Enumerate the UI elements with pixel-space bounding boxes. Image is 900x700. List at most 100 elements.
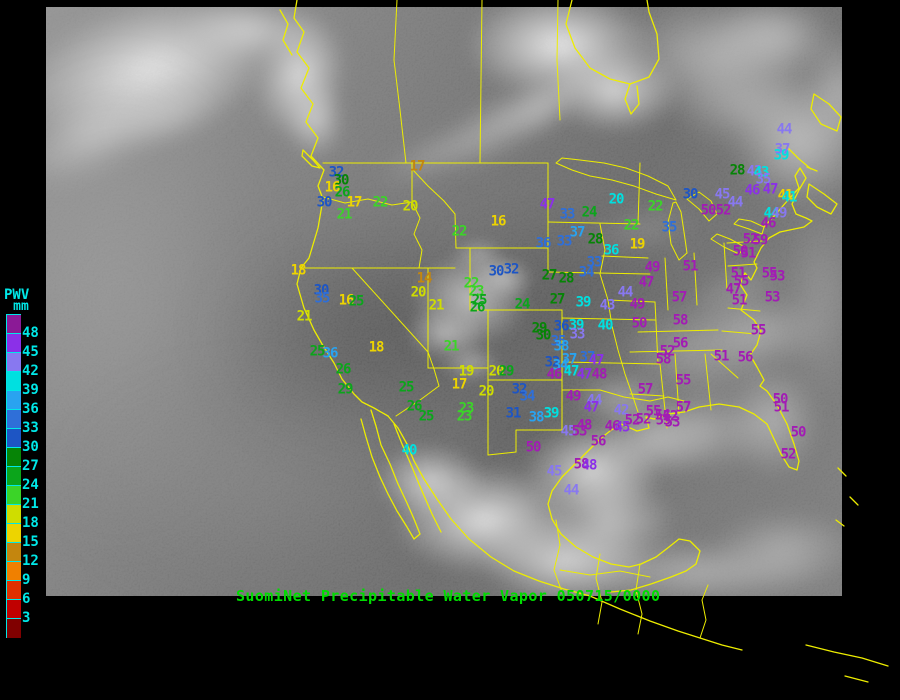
station-pwv-value: 18 xyxy=(368,339,385,356)
legend-swatch xyxy=(6,542,21,562)
station-pwv-value: 26 xyxy=(335,361,352,378)
station-pwv-value: 27 xyxy=(549,291,566,308)
station-pwv-value: 46 xyxy=(546,366,563,383)
station-pwv-value: 52 xyxy=(780,446,797,463)
station-pwv-value: 50 xyxy=(700,202,717,219)
station-pwv-value: 20 xyxy=(608,191,625,208)
station-pwv-value: 17 xyxy=(409,158,426,175)
legend-swatch xyxy=(6,523,21,543)
station-pwv-value: 48 xyxy=(591,366,608,383)
station-pwv-value: 28 xyxy=(587,231,604,248)
legend-label: 6 xyxy=(22,591,31,607)
station-pwv-value: 53 xyxy=(764,289,781,306)
station-pwv-value: 44 xyxy=(563,482,580,499)
pwv-legend: PWV mm 48 45 42 39 36 33 30 27 24 21 18 15 12 9 6 3 xyxy=(4,287,64,651)
station-pwv-value: 47 xyxy=(576,366,593,383)
station-pwv-value: 58 xyxy=(672,312,689,329)
station-pwv-value: 21 xyxy=(296,308,313,325)
station-pwv-value: 47 xyxy=(588,352,605,369)
station-pwv-value: 47 xyxy=(638,274,655,291)
station-pwv-value: 24 xyxy=(581,204,598,221)
station-pwv-value: 19 xyxy=(629,236,646,253)
station-pwv-value: 45 xyxy=(546,463,563,480)
station-pwv-value: 40 xyxy=(597,317,614,334)
station-pwv-value: 56 xyxy=(590,433,607,450)
station-pwv-value: 22 xyxy=(451,223,468,240)
station-pwv-value: 53 xyxy=(769,268,786,285)
station-pwv-value: 57 xyxy=(671,289,688,306)
station-pwv-value: 55 xyxy=(750,322,767,339)
station-pwv-value: 50 xyxy=(631,315,648,332)
station-pwv-value: 55 xyxy=(733,273,750,290)
station-pwv-value: 56 xyxy=(737,349,754,366)
station-pwv-value: 20 xyxy=(402,198,419,215)
station-pwv-value: 20 xyxy=(410,284,427,301)
station-pwv-value: 36 xyxy=(603,242,620,259)
station-pwv-value: 39 xyxy=(543,405,560,422)
station-pwv-value: 49 xyxy=(629,296,646,313)
station-pwv-value: 39 xyxy=(575,294,592,311)
legend-label: 24 xyxy=(22,477,39,493)
station-pwv-value: 31 xyxy=(505,405,522,422)
station-pwv-value: 26 xyxy=(469,299,486,316)
station-pwv-value: 53 xyxy=(664,414,681,431)
legend-label: 36 xyxy=(22,401,39,417)
station-pwv-value: 28 xyxy=(558,270,575,287)
station-pwv-value: 55 xyxy=(675,372,692,389)
station-pwv-value: 25 xyxy=(398,379,415,396)
station-pwv-value: 37 xyxy=(569,224,586,241)
station-pwv-value: 30 xyxy=(535,327,552,344)
legend-swatch xyxy=(6,314,21,334)
station-pwv-value: 47 xyxy=(539,196,556,213)
legend-swatch xyxy=(6,504,21,524)
station-pwv-value: 35 xyxy=(661,219,678,236)
station-pwv-value: 22 xyxy=(372,194,389,211)
station-pwv-value: 58 xyxy=(655,351,672,368)
station-pwv-value: 30 xyxy=(488,263,505,280)
station-pwv-value: 48 xyxy=(581,457,598,474)
station-pwv-value: 57 xyxy=(675,399,692,416)
legend-label: 15 xyxy=(22,534,39,550)
legend-label: 9 xyxy=(22,572,31,588)
station-pwv-value: 23 xyxy=(456,408,473,425)
station-pwv-value: 36 xyxy=(322,345,339,362)
legend-swatch xyxy=(6,352,21,372)
station-pwv-value: 18 xyxy=(290,262,307,279)
legend-swatch xyxy=(6,580,21,600)
station-pwv-value: 29 xyxy=(337,381,354,398)
legend-label: 48 xyxy=(22,325,39,341)
legend-swatch xyxy=(6,561,21,581)
legend-unit: mm xyxy=(13,299,29,314)
station-pwv-value: 33 xyxy=(556,233,573,250)
station-pwv-value: 16 xyxy=(490,213,507,230)
legend-label: 42 xyxy=(22,363,39,379)
station-pwv-value: 56 xyxy=(672,335,689,352)
station-pwv-value: 21 xyxy=(443,338,460,355)
legend-label: 33 xyxy=(22,420,39,436)
legend-label: 3 xyxy=(22,610,31,626)
station-pwv-value: 34 xyxy=(578,264,595,281)
station-pwv-value: 21 xyxy=(428,297,445,314)
station-pwv-value: 46 xyxy=(760,215,777,232)
station-pwv-value: 32 xyxy=(503,261,520,278)
station-pwv-value: 51 xyxy=(713,348,730,365)
legend-label: 12 xyxy=(22,553,39,569)
station-pwv-value: 27 xyxy=(541,267,558,284)
legend-swatch xyxy=(6,428,21,448)
station-pwv-value: 49 xyxy=(644,259,661,276)
station-pwv-value: 25 xyxy=(418,408,435,425)
legend-swatch xyxy=(6,371,21,391)
station-pwv-value: 50 xyxy=(525,439,542,456)
legend-title: PWV xyxy=(4,287,30,303)
station-pwv-value: 30 xyxy=(682,186,699,203)
legend-swatch xyxy=(6,447,21,467)
station-pwv-value: 33 xyxy=(559,206,576,223)
map-title: SuomiNet Precipitable Water Vapor 050715… xyxy=(236,587,661,605)
legend-swatch xyxy=(6,599,21,619)
legend-label: 39 xyxy=(22,382,39,398)
station-pwv-value: 47 xyxy=(762,181,779,198)
station-pwv-value: 28 xyxy=(729,162,746,179)
station-pwv-value: 17 xyxy=(451,376,468,393)
station-pwv-value: 34 xyxy=(519,388,536,405)
